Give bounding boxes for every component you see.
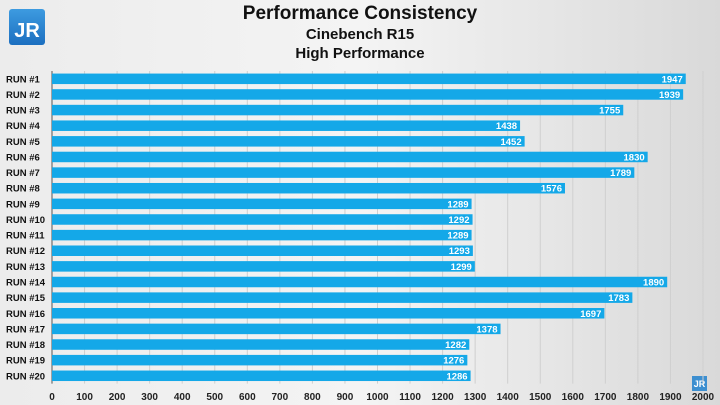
x-tick-label: 1200	[431, 392, 454, 403]
y-tick-label: RUN #4	[6, 121, 41, 132]
y-tick-label: RUN #3	[6, 106, 40, 117]
data-label: 1289	[447, 231, 468, 242]
data-label: 1947	[662, 74, 683, 85]
y-tick-label: RUN #12	[6, 246, 45, 257]
data-label: 1378	[476, 324, 497, 335]
data-label: 1452	[500, 137, 521, 148]
bar	[52, 182, 565, 194]
data-label: 1783	[608, 293, 629, 304]
y-tick-label: RUN #18	[6, 340, 45, 351]
x-tick-label: 400	[174, 392, 191, 403]
bar	[52, 151, 648, 163]
data-label: 1789	[610, 168, 631, 179]
x-tick-label: 600	[239, 392, 256, 403]
bar	[52, 339, 470, 350]
bar	[52, 354, 468, 366]
data-label: 1282	[445, 340, 466, 351]
x-tick-label: 200	[109, 392, 126, 403]
data-label: 1755	[599, 106, 621, 117]
x-tick-label: 300	[141, 392, 158, 403]
data-label: 1438	[496, 121, 517, 132]
x-tick-label: 1700	[594, 392, 617, 403]
data-label: 1830	[624, 152, 645, 163]
bar	[52, 167, 635, 178]
data-label: 1289	[447, 199, 468, 210]
x-tick-label: 1000	[366, 392, 389, 403]
bar	[52, 370, 471, 382]
data-label: 1286	[446, 371, 467, 382]
x-tick-label: 800	[304, 392, 321, 403]
y-tick-label: RUN #5	[6, 137, 41, 148]
bar	[52, 120, 521, 131]
x-tick-label: 500	[206, 392, 223, 403]
x-tick-label: 1800	[627, 392, 650, 403]
y-tick-label: RUN #10	[6, 215, 45, 226]
bar	[52, 292, 633, 303]
x-tick-label: 2000	[692, 392, 715, 403]
x-tick-label: 1500	[529, 392, 552, 403]
bar	[52, 245, 473, 256]
chart-title: Performance Consistency	[242, 3, 478, 24]
y-tick-label: RUN #14	[6, 278, 46, 289]
x-tick-label: 1600	[562, 392, 585, 403]
y-tick-label: RUN #17	[6, 324, 45, 335]
data-label: 1939	[659, 90, 680, 101]
chart-subtitle-2: High Performance	[295, 45, 425, 62]
x-tick-label: 0	[49, 392, 55, 403]
x-tick-label: 1100	[399, 392, 421, 403]
bar	[52, 136, 525, 147]
y-tick-label: RUN #7	[6, 168, 40, 179]
data-label: 1299	[451, 262, 472, 273]
data-label: 1576	[541, 184, 562, 195]
x-tick-label: 700	[272, 392, 289, 403]
bar	[52, 73, 686, 85]
bar	[52, 276, 668, 288]
jr-logo: JR	[9, 9, 45, 45]
bar	[52, 323, 501, 335]
chart-subtitle: Cinebench R15	[305, 26, 415, 43]
y-tick-label: RUN #19	[6, 356, 45, 367]
y-tick-label: RUN #16	[6, 309, 45, 320]
y-tick-label: RUN #20	[6, 371, 45, 382]
x-tick-label: 1900	[659, 392, 682, 403]
data-label: 1292	[448, 215, 469, 226]
bar	[52, 308, 605, 319]
data-label: 1276	[443, 356, 464, 367]
data-label: 1293	[449, 246, 470, 257]
y-tick-label: RUN #2	[6, 90, 40, 101]
x-tick-label: 100	[76, 392, 93, 403]
bar	[52, 261, 475, 272]
y-tick-label: RUN #6	[6, 152, 40, 163]
x-tick-label: 1400	[497, 392, 520, 403]
bar	[52, 198, 472, 210]
y-tick-label: RUN #9	[6, 199, 40, 210]
bar	[52, 104, 624, 116]
logo-text: JR	[14, 20, 40, 42]
x-tick-label: 900	[337, 392, 354, 403]
bar	[52, 89, 684, 100]
data-label: 1890	[643, 278, 664, 289]
y-tick-label: RUN #8	[6, 184, 40, 195]
data-label: 1697	[580, 309, 601, 320]
bar	[52, 214, 473, 225]
y-tick-label: RUN #15	[6, 293, 46, 304]
y-tick-label: RUN #11	[6, 231, 45, 242]
x-tick-label: 1300	[464, 392, 487, 403]
y-tick-label: RUN #13	[6, 262, 45, 273]
y-tick-label: RUN #1	[6, 74, 41, 85]
bar	[52, 229, 472, 241]
